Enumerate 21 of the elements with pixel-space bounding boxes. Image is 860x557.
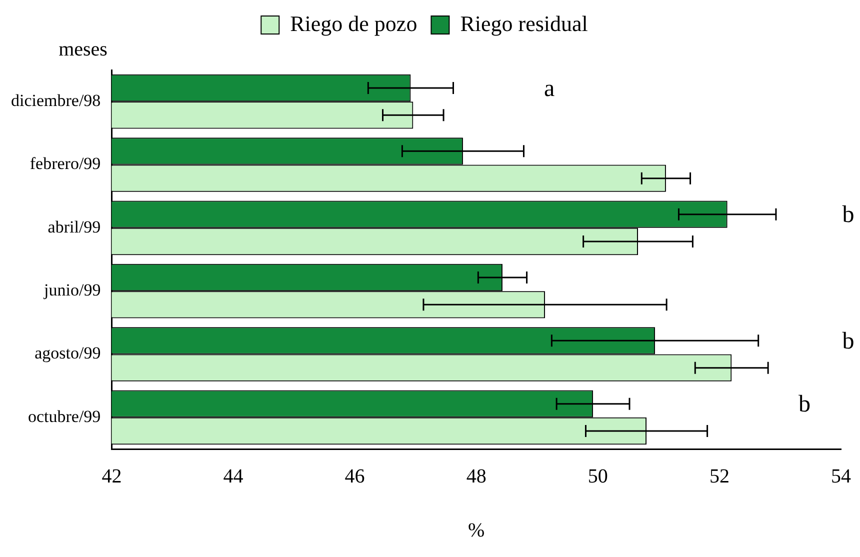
y-tick-label: octubre/99 [28,406,101,426]
text: b [842,202,854,228]
x-tick-label: 52 [709,465,730,488]
x-tick-label: 50 [588,465,608,488]
x-tick-label: 48 [466,465,486,488]
x-tick-label: 44 [223,465,244,488]
x-tick-label: 42 [102,465,122,488]
annotation: a [544,76,555,102]
text: b [842,328,854,355]
x-tick-label: 46 [344,465,365,488]
x-axis-title: % [468,519,485,542]
y-tick-label: agosto/99 [34,344,101,363]
y-tick-label: junio/99 [43,280,101,300]
x-tick-label: 54 [831,465,851,488]
y-tick-label: abril/99 [48,217,101,236]
y-axis-title: meses [58,38,108,60]
y-tick-label: febrero/99 [30,154,101,174]
legend-label: Riego de pozo [290,10,418,36]
legend-label: Riego residual [460,10,588,36]
annotation: b [798,392,811,418]
y-tick-label: diciembre/98 [10,91,101,110]
